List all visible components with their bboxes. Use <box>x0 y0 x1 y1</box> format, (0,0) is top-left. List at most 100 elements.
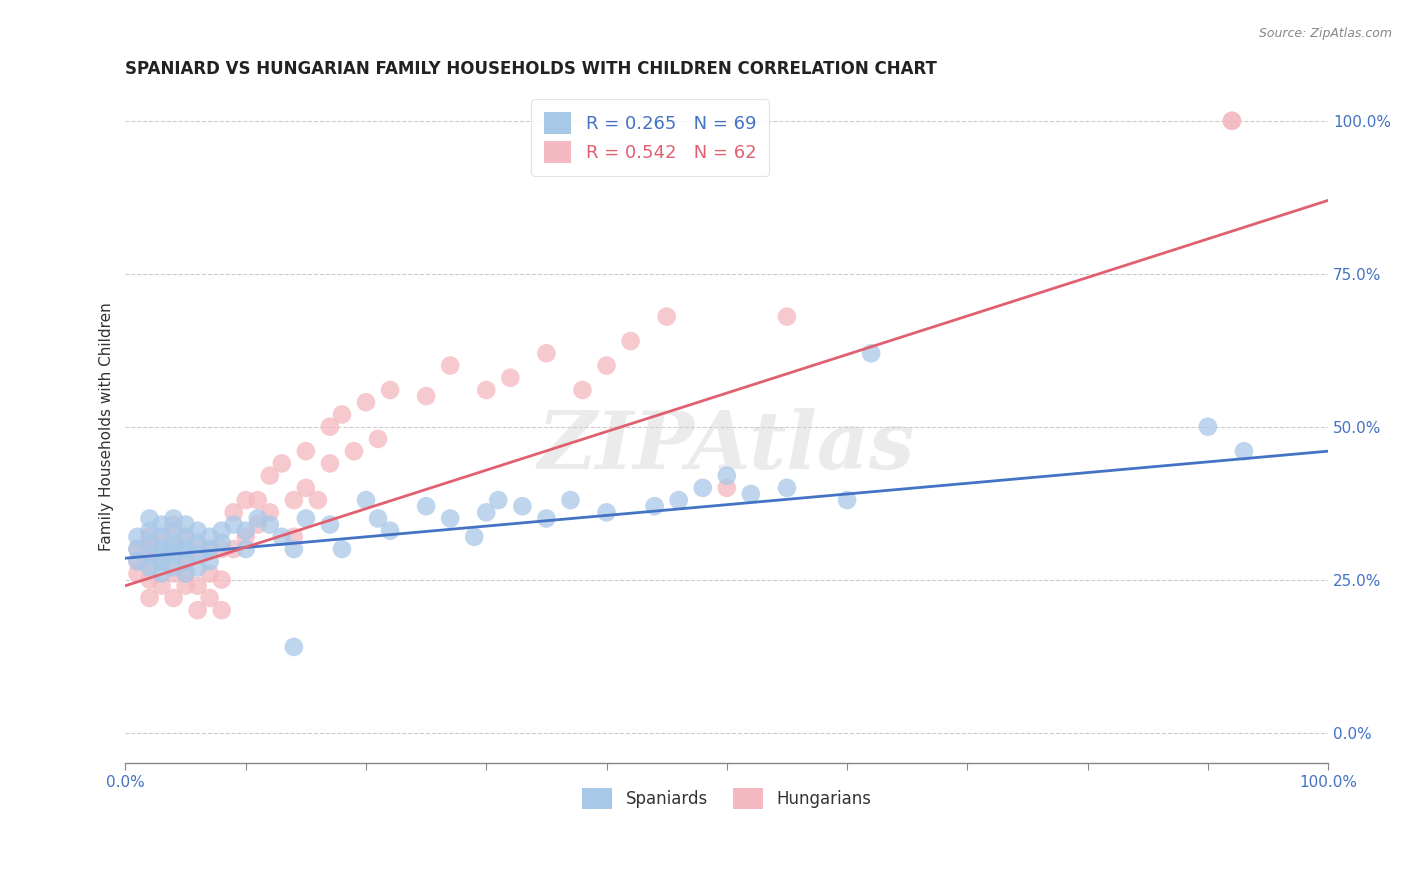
Point <box>283 640 305 654</box>
Point <box>138 554 160 568</box>
Text: ZIPAtlas: ZIPAtlas <box>538 409 915 485</box>
Point <box>343 444 366 458</box>
Point <box>716 468 738 483</box>
Point <box>222 505 245 519</box>
Point <box>1220 113 1243 128</box>
Point <box>198 542 221 557</box>
Point <box>150 566 173 581</box>
Point <box>595 505 617 519</box>
Point <box>187 536 209 550</box>
Point <box>162 566 184 581</box>
Point <box>174 530 197 544</box>
Point <box>162 517 184 532</box>
Y-axis label: Family Households with Children: Family Households with Children <box>100 302 114 551</box>
Point <box>150 579 173 593</box>
Point <box>162 560 184 574</box>
Point <box>211 524 233 538</box>
Point <box>283 542 305 557</box>
Point <box>198 554 221 568</box>
Point <box>198 591 221 605</box>
Point <box>162 591 184 605</box>
Point <box>162 548 184 562</box>
Point <box>740 487 762 501</box>
Text: Source: ZipAtlas.com: Source: ZipAtlas.com <box>1258 27 1392 40</box>
Point <box>235 542 257 557</box>
Point <box>138 591 160 605</box>
Point <box>1220 113 1243 128</box>
Point <box>439 511 461 525</box>
Point <box>174 517 197 532</box>
Point <box>860 346 883 360</box>
Point <box>283 493 305 508</box>
Point <box>162 536 184 550</box>
Legend: Spaniards, Hungarians: Spaniards, Hungarians <box>569 775 884 822</box>
Point <box>367 511 389 525</box>
Point <box>415 500 437 514</box>
Point <box>512 500 534 514</box>
Point <box>187 579 209 593</box>
Point <box>174 530 197 544</box>
Point <box>127 542 149 557</box>
Point <box>211 536 233 550</box>
Point <box>259 505 281 519</box>
Point <box>138 524 160 538</box>
Point <box>138 511 160 525</box>
Point <box>620 334 643 348</box>
Point <box>295 511 318 525</box>
Point <box>319 419 342 434</box>
Point <box>211 542 233 557</box>
Point <box>463 530 485 544</box>
Point <box>174 542 197 557</box>
Point <box>187 548 209 562</box>
Point <box>668 493 690 508</box>
Point <box>150 542 173 557</box>
Point <box>295 481 318 495</box>
Point <box>174 542 197 557</box>
Point <box>259 517 281 532</box>
Point <box>319 517 342 532</box>
Point <box>692 481 714 495</box>
Point <box>283 530 305 544</box>
Point <box>162 542 184 557</box>
Point <box>150 554 173 568</box>
Point <box>235 530 257 544</box>
Point <box>378 383 401 397</box>
Point <box>127 554 149 568</box>
Point <box>138 573 160 587</box>
Point <box>174 579 197 593</box>
Point <box>246 511 269 525</box>
Point <box>644 500 666 514</box>
Point <box>835 493 858 508</box>
Point <box>571 383 593 397</box>
Point <box>235 524 257 538</box>
Point <box>655 310 678 324</box>
Point <box>235 493 257 508</box>
Point <box>475 505 498 519</box>
Point <box>536 511 558 525</box>
Point <box>198 542 221 557</box>
Point <box>330 542 353 557</box>
Point <box>378 524 401 538</box>
Point <box>270 530 292 544</box>
Point <box>415 389 437 403</box>
Point <box>246 493 269 508</box>
Point <box>1197 419 1219 434</box>
Point <box>560 493 582 508</box>
Point <box>187 560 209 574</box>
Point <box>198 566 221 581</box>
Point <box>716 481 738 495</box>
Point <box>222 542 245 557</box>
Point <box>150 517 173 532</box>
Point <box>187 542 209 557</box>
Point <box>270 457 292 471</box>
Point <box>198 530 221 544</box>
Point <box>211 573 233 587</box>
Point <box>776 310 799 324</box>
Point <box>307 493 329 508</box>
Point <box>150 530 173 544</box>
Point <box>222 517 245 532</box>
Point <box>127 566 149 581</box>
Point <box>295 444 318 458</box>
Point <box>1233 444 1256 458</box>
Point <box>162 511 184 525</box>
